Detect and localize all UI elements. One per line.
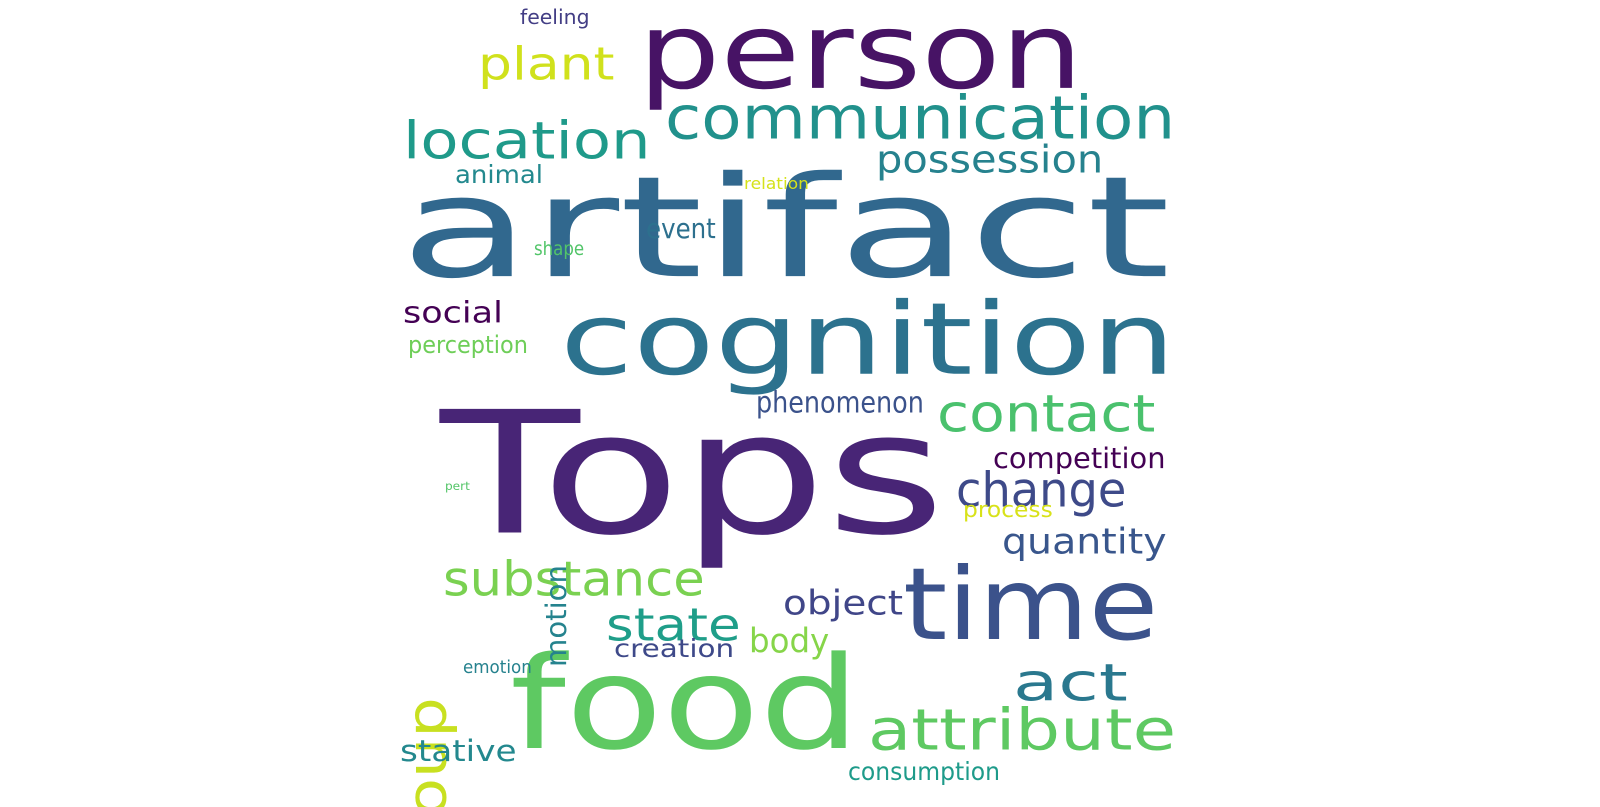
word-competition: competition xyxy=(993,442,1166,475)
word-cognition: cognition xyxy=(560,281,1176,398)
word-possession: possession xyxy=(876,138,1104,182)
word-social: social xyxy=(403,296,503,330)
word-substance: substance xyxy=(443,550,705,607)
word-plant: plant xyxy=(478,38,615,91)
word-process: process xyxy=(963,498,1053,523)
word-object: object xyxy=(783,584,903,623)
word-stative: stative xyxy=(400,735,517,769)
word-phenomenon: phenomenon xyxy=(756,386,924,420)
word-food: food xyxy=(510,628,861,779)
word-location: location xyxy=(403,110,651,171)
word-body: body xyxy=(749,622,830,661)
word-feeling: feeling xyxy=(520,6,590,29)
word-state: state xyxy=(606,599,741,652)
word-change: change xyxy=(956,461,1127,518)
word-person: person xyxy=(638,0,1083,114)
word-tops: Tops xyxy=(440,375,946,574)
word-act: act xyxy=(1013,652,1128,713)
word-creation: creation xyxy=(614,635,735,664)
word-time: time xyxy=(903,546,1159,663)
word-relation: relation xyxy=(744,174,809,193)
word-emotion: emotion xyxy=(463,657,532,678)
word-motion: motion xyxy=(540,565,573,667)
word-shape: shape xyxy=(534,237,585,260)
word-contact: contact xyxy=(937,383,1156,444)
word-artifact: artifact xyxy=(400,146,1171,310)
word-quantity: quantity xyxy=(1002,520,1167,562)
word-communication: communication xyxy=(665,83,1176,153)
word-event: event xyxy=(646,213,716,245)
word-pert: pert xyxy=(445,479,470,493)
word-animal: animal xyxy=(455,161,543,190)
word-attribute: attribute xyxy=(868,697,1177,764)
word-consumption: consumption xyxy=(848,758,1000,787)
word-perception: perception xyxy=(408,331,528,359)
